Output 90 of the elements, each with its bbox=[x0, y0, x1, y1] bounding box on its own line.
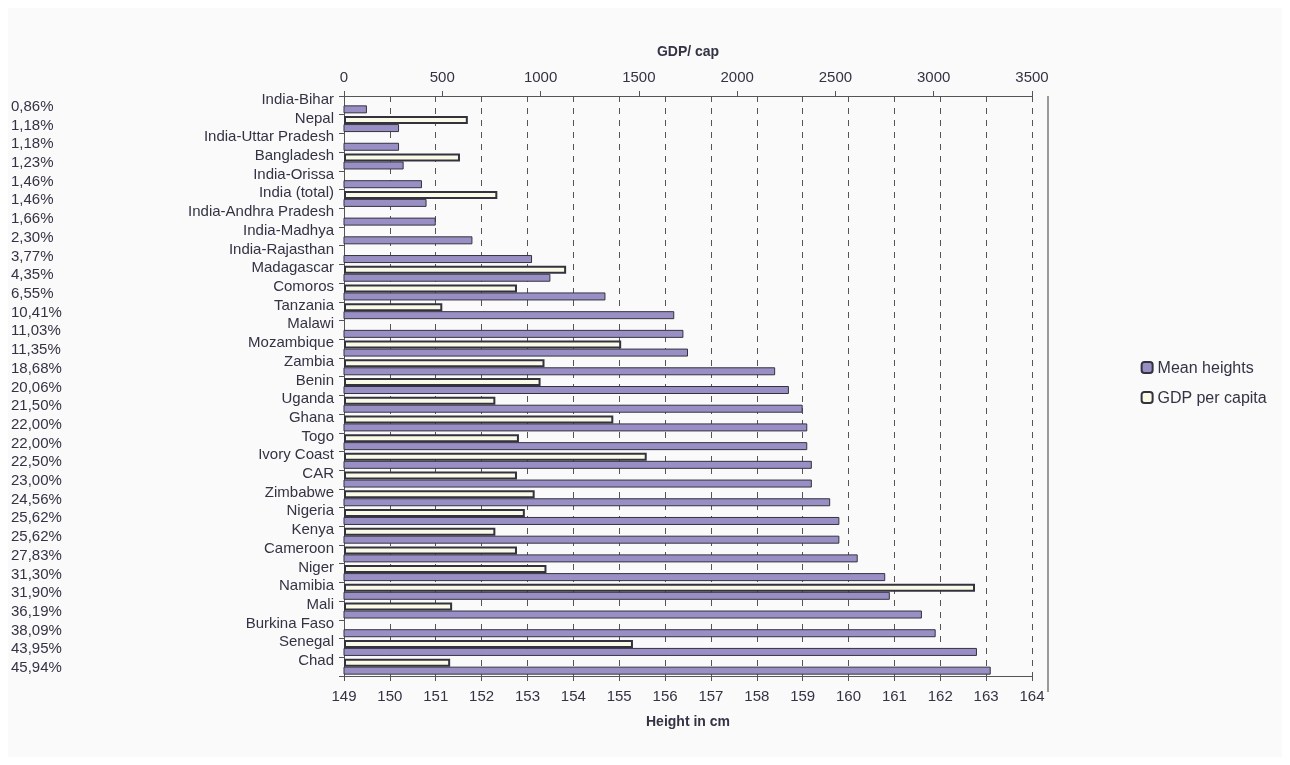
x-tick-label: 163 bbox=[973, 687, 999, 704]
x-tick-label: 156 bbox=[652, 687, 678, 704]
y-tick-label: Tanzania bbox=[273, 295, 335, 313]
x-tick-label: 154 bbox=[560, 687, 586, 704]
y-tick-label: Togo bbox=[301, 426, 334, 444]
y-tick-label: Malawi bbox=[287, 314, 334, 332]
y-tick-label: Bangladesh bbox=[254, 145, 334, 163]
y2-tick-label: 10,41% bbox=[11, 302, 62, 320]
y2-tick-label: 18,68% bbox=[11, 358, 62, 376]
x-tick-label: 164 bbox=[1019, 687, 1045, 704]
x-tick-label: 157 bbox=[698, 687, 724, 704]
x-tick-label: 151 bbox=[423, 687, 449, 704]
y-tick-label: CAR bbox=[302, 464, 335, 482]
y-tick-label: Burkina Faso bbox=[245, 613, 334, 631]
x-tick-label: 153 bbox=[514, 687, 540, 704]
y-tick-label: India-Andhra Pradesh bbox=[188, 202, 334, 220]
y2-tick-label: 25,62% bbox=[11, 527, 62, 545]
y-tick-label: India-Madhya bbox=[243, 220, 335, 238]
y-tick-label: Senegal bbox=[278, 632, 334, 650]
x2-tick-label: 3000 bbox=[917, 68, 951, 85]
y-tick-label: Uganda bbox=[281, 389, 335, 407]
y2-tick-label: 31,30% bbox=[11, 564, 62, 582]
x2-tick-label: 3500 bbox=[1015, 68, 1049, 85]
x-tick-label: 161 bbox=[881, 687, 907, 704]
y2-tick-label: 24,56% bbox=[11, 489, 62, 507]
y2-tick-label: 27,83% bbox=[11, 545, 62, 563]
y2-tick-label: 22,00% bbox=[11, 414, 62, 432]
y-tick-label: Ghana bbox=[288, 407, 335, 425]
x2-tick-label: 1000 bbox=[523, 68, 558, 85]
y2-tick-label: 38,09% bbox=[11, 620, 62, 638]
y2-tick-label: 1,18% bbox=[11, 115, 54, 133]
y-tick-label: India-Orissa bbox=[253, 164, 335, 182]
y-tick-label: India (total) bbox=[258, 183, 334, 201]
x2-tick-label: 1500 bbox=[622, 68, 656, 85]
x-tick-label: 162 bbox=[927, 687, 953, 704]
y-tick-label: Chad bbox=[298, 651, 334, 669]
y2-tick-label: 20,06% bbox=[11, 377, 62, 395]
y-tick-label: Benin bbox=[295, 370, 334, 388]
x-tick-label: 152 bbox=[469, 687, 495, 704]
x-axis-title: Height in cm bbox=[645, 713, 731, 729]
y2-tick-label: 36,19% bbox=[11, 602, 62, 620]
y2-tick-label: 1,66% bbox=[11, 209, 54, 227]
y2-tick-label: 1,18% bbox=[11, 134, 54, 152]
y-tick-label: Mozambique bbox=[248, 333, 334, 351]
y-tick-label: Madagascar bbox=[251, 258, 334, 276]
y2-tick-label: 1,46% bbox=[11, 171, 54, 189]
y2-tick-label: 6,55% bbox=[11, 283, 54, 301]
x2-tick-label: 2000 bbox=[720, 68, 754, 85]
y-tick-label: Zimbabwe bbox=[264, 482, 334, 500]
y2-tick-label: 45,94% bbox=[11, 658, 62, 676]
y-tick-label: Ivory Coast bbox=[258, 445, 335, 463]
x-tick-label: 150 bbox=[377, 687, 403, 704]
x-tick-label: 155 bbox=[606, 687, 632, 704]
y2-tick-label: 23,00% bbox=[11, 471, 62, 489]
y-tick-label: Cameroon bbox=[263, 538, 334, 556]
y2-tick-label: 21,50% bbox=[11, 396, 62, 414]
y-tick-label: India-Rajasthan bbox=[228, 239, 334, 257]
x-tick-label: 149 bbox=[331, 687, 357, 704]
y2-tick-label: 11,35% bbox=[11, 340, 61, 358]
y2-tick-label: 22,00% bbox=[11, 433, 62, 451]
y-tick-label: Kenya bbox=[291, 520, 335, 538]
x2-tick-label: 0 bbox=[339, 68, 349, 85]
y2-tick-label: 1,46% bbox=[11, 190, 54, 208]
legend-label: Mean heights bbox=[1157, 359, 1254, 376]
y-tick-label: Comoros bbox=[273, 276, 334, 294]
x2-tick-label: 2500 bbox=[818, 68, 853, 85]
y2-tick-label: 1,23% bbox=[11, 152, 54, 170]
y2-tick-label: 11,03% bbox=[11, 321, 61, 339]
y-tick-label: Namibia bbox=[278, 576, 335, 594]
y-tick-label: Zambia bbox=[283, 351, 335, 369]
y2-tick-label: 3,77% bbox=[11, 246, 54, 264]
y2-tick-label: 43,95% bbox=[11, 639, 62, 657]
y2-tick-label: 25,62% bbox=[11, 508, 62, 526]
x2-tick-label: 500 bbox=[429, 68, 455, 85]
y-tick-label: Nepal bbox=[294, 108, 334, 126]
x-tick-label: 159 bbox=[790, 687, 816, 704]
x-tick-label: 160 bbox=[836, 687, 862, 704]
y2-tick-label: 2,30% bbox=[11, 227, 54, 245]
y-tick-label: India-Uttar Pradesh bbox=[203, 127, 334, 145]
y-tick-label: India-Bihar bbox=[261, 89, 334, 107]
y2-tick-label: 4,35% bbox=[11, 265, 54, 283]
x2-axis-title: GDP/ cap bbox=[656, 43, 720, 59]
x-tick-label: 158 bbox=[744, 687, 770, 704]
y2-tick-label: 22,50% bbox=[11, 452, 62, 470]
y2-tick-label: 31,90% bbox=[11, 583, 62, 601]
y2-tick-label: 0,86% bbox=[11, 96, 54, 114]
y-tick-label: Mali bbox=[306, 595, 334, 613]
legend-label: GDP per capita bbox=[1157, 389, 1267, 406]
y-tick-label: Nigeria bbox=[286, 501, 335, 519]
y-tick-label: Niger bbox=[298, 557, 334, 575]
